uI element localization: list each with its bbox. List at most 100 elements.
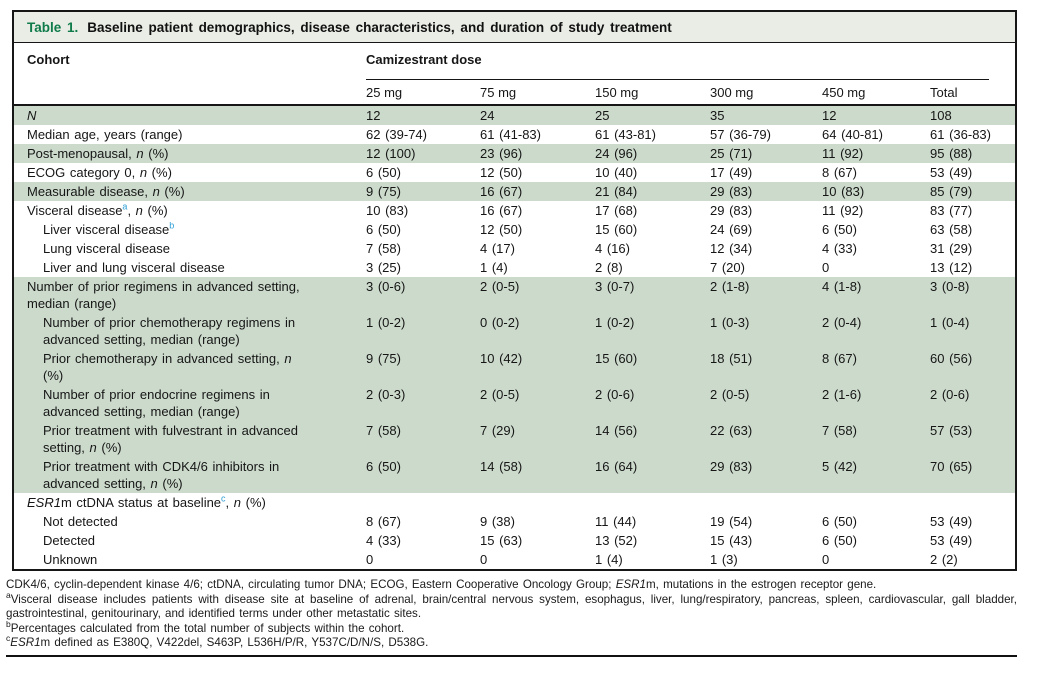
text: m, mutations in the estrogen receptor ge… (646, 578, 877, 591)
italic-text: n (135, 203, 143, 218)
text: ECOG category 0, (27, 165, 140, 180)
row-label: Number of prior chemotherapy regimens in… (27, 314, 366, 348)
column-header: 75 mg (480, 85, 517, 100)
value-cell: 6 (50) (366, 222, 401, 237)
value-cell: 3 (0-6) (366, 279, 406, 294)
value-cell: 12 (822, 108, 837, 123)
text: advanced setting, (43, 476, 151, 491)
value-cell: 11 (92) (822, 203, 864, 218)
row-label: Not detected (27, 513, 366, 530)
table-row: Unknown 0 0 1 (4) 1 (3) 0 2 (2) (14, 550, 1015, 569)
value-cell: 24 (69) (710, 222, 753, 237)
text: Number of prior endocrine regimens in (43, 387, 270, 402)
row-label: Liver and lung visceral disease (27, 259, 366, 276)
value-cell: 9 (75) (366, 184, 401, 199)
value-cell: 25 (595, 108, 610, 123)
text: Prior treatment with fulvestrant in adva… (43, 423, 299, 438)
text: Prior treatment with CDK4/6 inhibitors i… (43, 459, 280, 474)
footnote-ref-c[interactable]: c (6, 633, 11, 644)
value-cell: 2 (0-4) (822, 315, 862, 330)
value-cell: 16 (67) (480, 203, 523, 218)
value-cell: 6 (50) (822, 533, 857, 548)
table-row: Number of prior endocrine regimens in adv… (14, 385, 1015, 421)
value-cell: 13 (52) (595, 533, 638, 548)
table-row: Lung visceral disease 7 (58) 4 (17) 4 (16) 1… (14, 239, 1015, 258)
value-cell: 7 (58) (366, 423, 401, 438)
text: Visceral disease (27, 203, 123, 218)
value-cell: 25 (71) (710, 146, 753, 161)
value-cell: 1 (0-2) (366, 315, 406, 330)
text: median (range) (27, 296, 117, 311)
text: m ctDNA status at baseline (60, 495, 222, 510)
value-cell: 2 (0-5) (710, 387, 750, 402)
text: (%) (142, 203, 168, 218)
value-cell: 11 (44) (595, 514, 637, 529)
column-header: 450 mg (822, 85, 866, 100)
bottom-rule (6, 654, 1017, 658)
table-row: Not detected 8 (67) 9 (38) 11 (44) 19 (54) 6 … (14, 512, 1015, 531)
text: advanced setting, median (range) (43, 332, 240, 347)
row-label: Median age, years (range) (27, 126, 366, 143)
value-cell: 29 (83) (710, 203, 753, 218)
value-cell: 12 (34) (710, 241, 753, 256)
value-cell: 0 (822, 260, 830, 275)
value-cell: 61 (41-83) (480, 127, 541, 142)
text: (%) (241, 495, 266, 510)
row-label: Measurable disease, n (%) (27, 183, 366, 200)
value-cell: 7 (58) (366, 241, 401, 256)
value-cell: 6 (50) (822, 514, 857, 529)
footnote-ref-b[interactable]: b (169, 220, 175, 231)
italic-text: n (89, 440, 97, 455)
value-cell: 35 (710, 108, 725, 123)
value-cell: 16 (67) (480, 184, 523, 199)
value-cell: 64 (40-81) (822, 127, 883, 142)
text: Number of prior chemotherapy regimens in (43, 315, 296, 330)
row-label: Prior treatment with CDK4/6 inhibitors i… (27, 458, 366, 492)
row-label: Number of prior endocrine regimens in adv… (27, 386, 366, 420)
text: Visceral disease includes patients with … (6, 592, 1017, 621)
value-cell: 4 (17) (480, 241, 515, 256)
text: setting, (43, 440, 90, 455)
footnote-ref-b[interactable]: b (6, 618, 11, 629)
value-cell: 9 (75) (366, 351, 401, 366)
text: (%) (147, 165, 172, 180)
value-cell: 8 (67) (822, 165, 857, 180)
value-cell: 10 (83) (366, 203, 409, 218)
cohort-column-header: Cohort (27, 52, 70, 67)
value-cell: 14 (58) (480, 459, 523, 474)
table-row: Detected 4 (33) 15 (63) 13 (52) 15 (43) 6 (50… (14, 531, 1015, 550)
italic-text: N (27, 108, 37, 123)
text: Liver and lung visceral disease (43, 260, 225, 275)
table-row: Measurable disease, n (%) 9 (75) 16 (67) 21… (14, 182, 1015, 201)
table-row: Post-menopausal, n (%) 12 (100) 23 (96) 24 … (14, 144, 1015, 163)
value-cell: 83 (77) (930, 203, 973, 218)
footnote-ref-a[interactable]: a (122, 201, 128, 212)
value-cell: 6 (50) (822, 222, 857, 237)
value-cell: 70 (65) (930, 459, 973, 474)
value-cell: 14 (56) (595, 423, 638, 438)
value-cell: 85 (79) (930, 184, 973, 199)
text: m defined as E380Q, V422del, S463P, L536… (40, 636, 429, 650)
dose-group-header: Camizestrant dose (366, 52, 989, 80)
value-cell: 53 (49) (930, 533, 973, 548)
text: (%) (159, 184, 185, 199)
value-cell: 24 (480, 108, 495, 123)
footnote-ref-a[interactable]: a (6, 589, 11, 600)
table-title-bar: Table 1. Baseline patient demographics, d… (14, 12, 1015, 43)
value-cell: 5 (42) (822, 459, 857, 474)
value-cell: 0 (366, 552, 374, 567)
value-cell: 2 (1-8) (710, 279, 750, 294)
value-cell: 1 (3) (710, 552, 738, 567)
text: Post-menopausal, (27, 146, 137, 161)
value-cell: 17 (68) (595, 203, 638, 218)
text: Unknown (43, 552, 98, 567)
footnote: CDK4/6, cyclin-dependent kinase 4/6; ctD… (6, 578, 1017, 593)
table-header: Cohort Camizestrant dose (14, 43, 1015, 80)
value-cell: 2 (0-6) (595, 387, 635, 402)
footnote-ref-c[interactable]: c (221, 493, 226, 504)
value-cell: 0 (0-2) (480, 315, 520, 330)
value-cell: 3 (0-7) (595, 279, 635, 294)
row-label: ECOG category 0, n (%) (27, 164, 366, 181)
footnotes: CDK4/6, cyclin-dependent kinase 4/6; ctD… (6, 578, 1017, 651)
value-cell: 2 (2) (930, 552, 958, 567)
